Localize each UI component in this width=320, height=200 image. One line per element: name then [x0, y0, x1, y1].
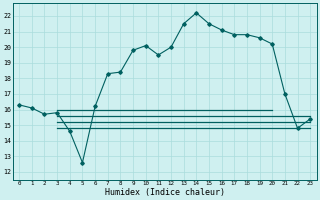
- X-axis label: Humidex (Indice chaleur): Humidex (Indice chaleur): [105, 188, 225, 197]
